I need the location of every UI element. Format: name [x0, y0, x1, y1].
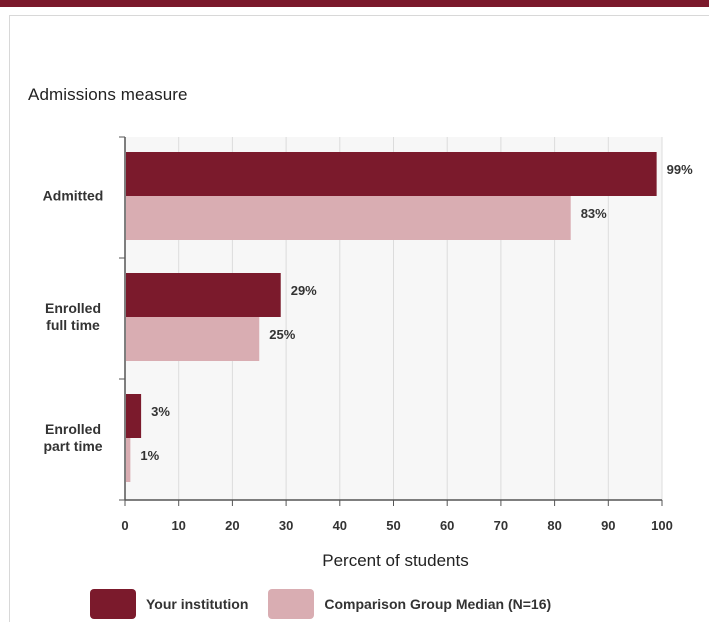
- chart-panel: [9, 15, 709, 622]
- top-accent-bar: [0, 0, 709, 7]
- bar: [126, 152, 657, 196]
- data-label: 99%: [667, 162, 693, 177]
- data-label: 3%: [151, 404, 170, 419]
- legend-swatch-your-institution: [90, 589, 136, 619]
- category-label: part time: [43, 438, 102, 454]
- legend-swatch-comparison-group: [268, 589, 315, 619]
- bar: [126, 394, 142, 438]
- bar: [126, 438, 131, 482]
- data-label: 29%: [291, 283, 317, 298]
- x-tick-label: 0: [121, 518, 128, 533]
- x-tick-label: 70: [494, 518, 508, 533]
- x-tick-label: 80: [547, 518, 561, 533]
- bar: [126, 196, 571, 240]
- x-tick-label: 40: [333, 518, 347, 533]
- category-label: Enrolled: [45, 300, 101, 316]
- bar-chart: 0 10 20 30 40 50 60 70 80 90 100 Admitted 99% 83% Enro…: [43, 136, 693, 570]
- x-tick-label: 90: [601, 518, 615, 533]
- bar: [126, 273, 281, 317]
- legend-item-comparison-group: Comparison Group Median (N=16): [268, 589, 551, 619]
- x-axis-title: Percent of students: [322, 551, 468, 570]
- x-tick-label: 30: [279, 518, 293, 533]
- x-tick-label: 20: [225, 518, 239, 533]
- x-tick-label: 10: [171, 518, 185, 533]
- data-label: 1%: [140, 448, 159, 463]
- data-label: 25%: [269, 327, 295, 342]
- category-label: Admitted: [43, 188, 104, 204]
- bar: [126, 317, 260, 361]
- category-label: Enrolled: [45, 421, 101, 437]
- chart-subtitle: Admissions measure: [28, 85, 188, 104]
- chart-legend: Your institution Comparison Group Median…: [90, 588, 571, 620]
- x-tick-label: 60: [440, 518, 454, 533]
- legend-label-comparison-group: Comparison Group Median (N=16): [324, 596, 552, 612]
- legend-item-your-institution: Your institution: [90, 589, 248, 619]
- legend-label-your-institution: Your institution: [146, 596, 249, 612]
- x-tick-label: 50: [386, 518, 400, 533]
- category-label: full time: [46, 317, 100, 333]
- x-tick-label: 100: [651, 518, 673, 533]
- data-label: 83%: [581, 206, 607, 221]
